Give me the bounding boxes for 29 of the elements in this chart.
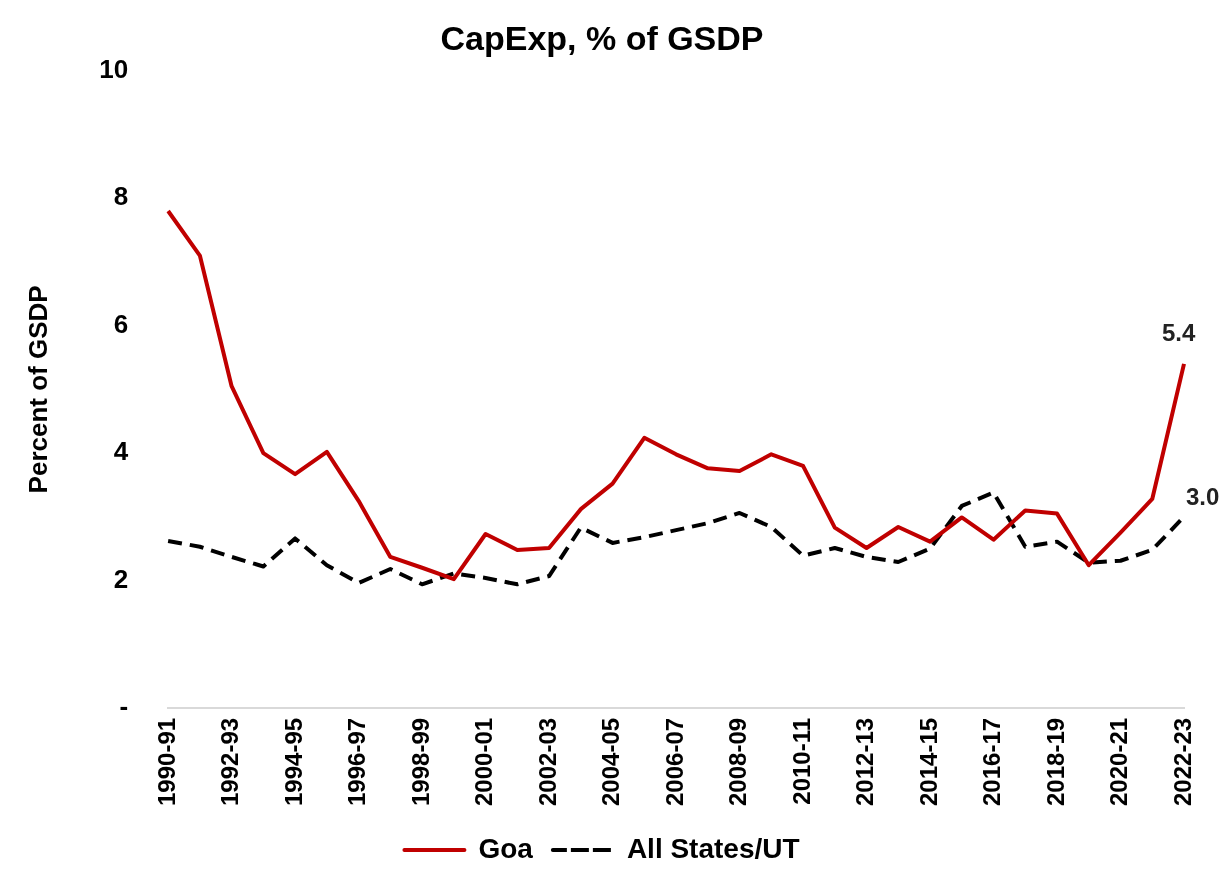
x-tick-label: 2008-09 (724, 717, 752, 806)
x-tick-label: 2006-07 (660, 717, 688, 806)
x-tick-label: 2016-17 (978, 717, 1006, 806)
y-tick-label: 10 (99, 53, 129, 84)
x-tick-label: 2018-19 (1041, 717, 1069, 806)
y-tick-label: 2 (113, 563, 129, 594)
x-tick-label: 1996-97 (343, 717, 371, 806)
x-tick-label: 2004-05 (597, 717, 625, 806)
x-tick-label: 2010-11 (787, 717, 815, 805)
y-axis-title: Percent of GSDP (22, 285, 53, 494)
x-tick-label: 2020-21 (1105, 717, 1133, 806)
y-tick-label: - (119, 691, 129, 722)
y-tick-label: 4 (113, 436, 129, 467)
x-tick-label: 2002-03 (533, 717, 561, 806)
chart-title: CapExp, % of GSDP (440, 18, 764, 57)
x-tick-label: 1990-91 (152, 717, 180, 806)
x-tick-label: 1992-93 (216, 717, 244, 806)
data-label: 3.0 (1186, 483, 1220, 511)
y-tick-label: 6 (113, 308, 129, 339)
x-tick-label: 1994-95 (279, 717, 307, 806)
y-tick-label: 8 (113, 181, 129, 212)
x-tick-label: 1998-99 (406, 717, 434, 806)
x-tick-label: 2014-15 (914, 717, 942, 806)
x-tick-label: 2022-23 (1168, 717, 1196, 806)
legend-label: All States/UT (626, 832, 800, 864)
legend-label: Goa (478, 832, 534, 864)
x-tick-label: 2012-13 (851, 717, 879, 806)
x-tick-label: 2000-01 (470, 717, 498, 806)
data-label: 5.4 (1162, 318, 1197, 346)
